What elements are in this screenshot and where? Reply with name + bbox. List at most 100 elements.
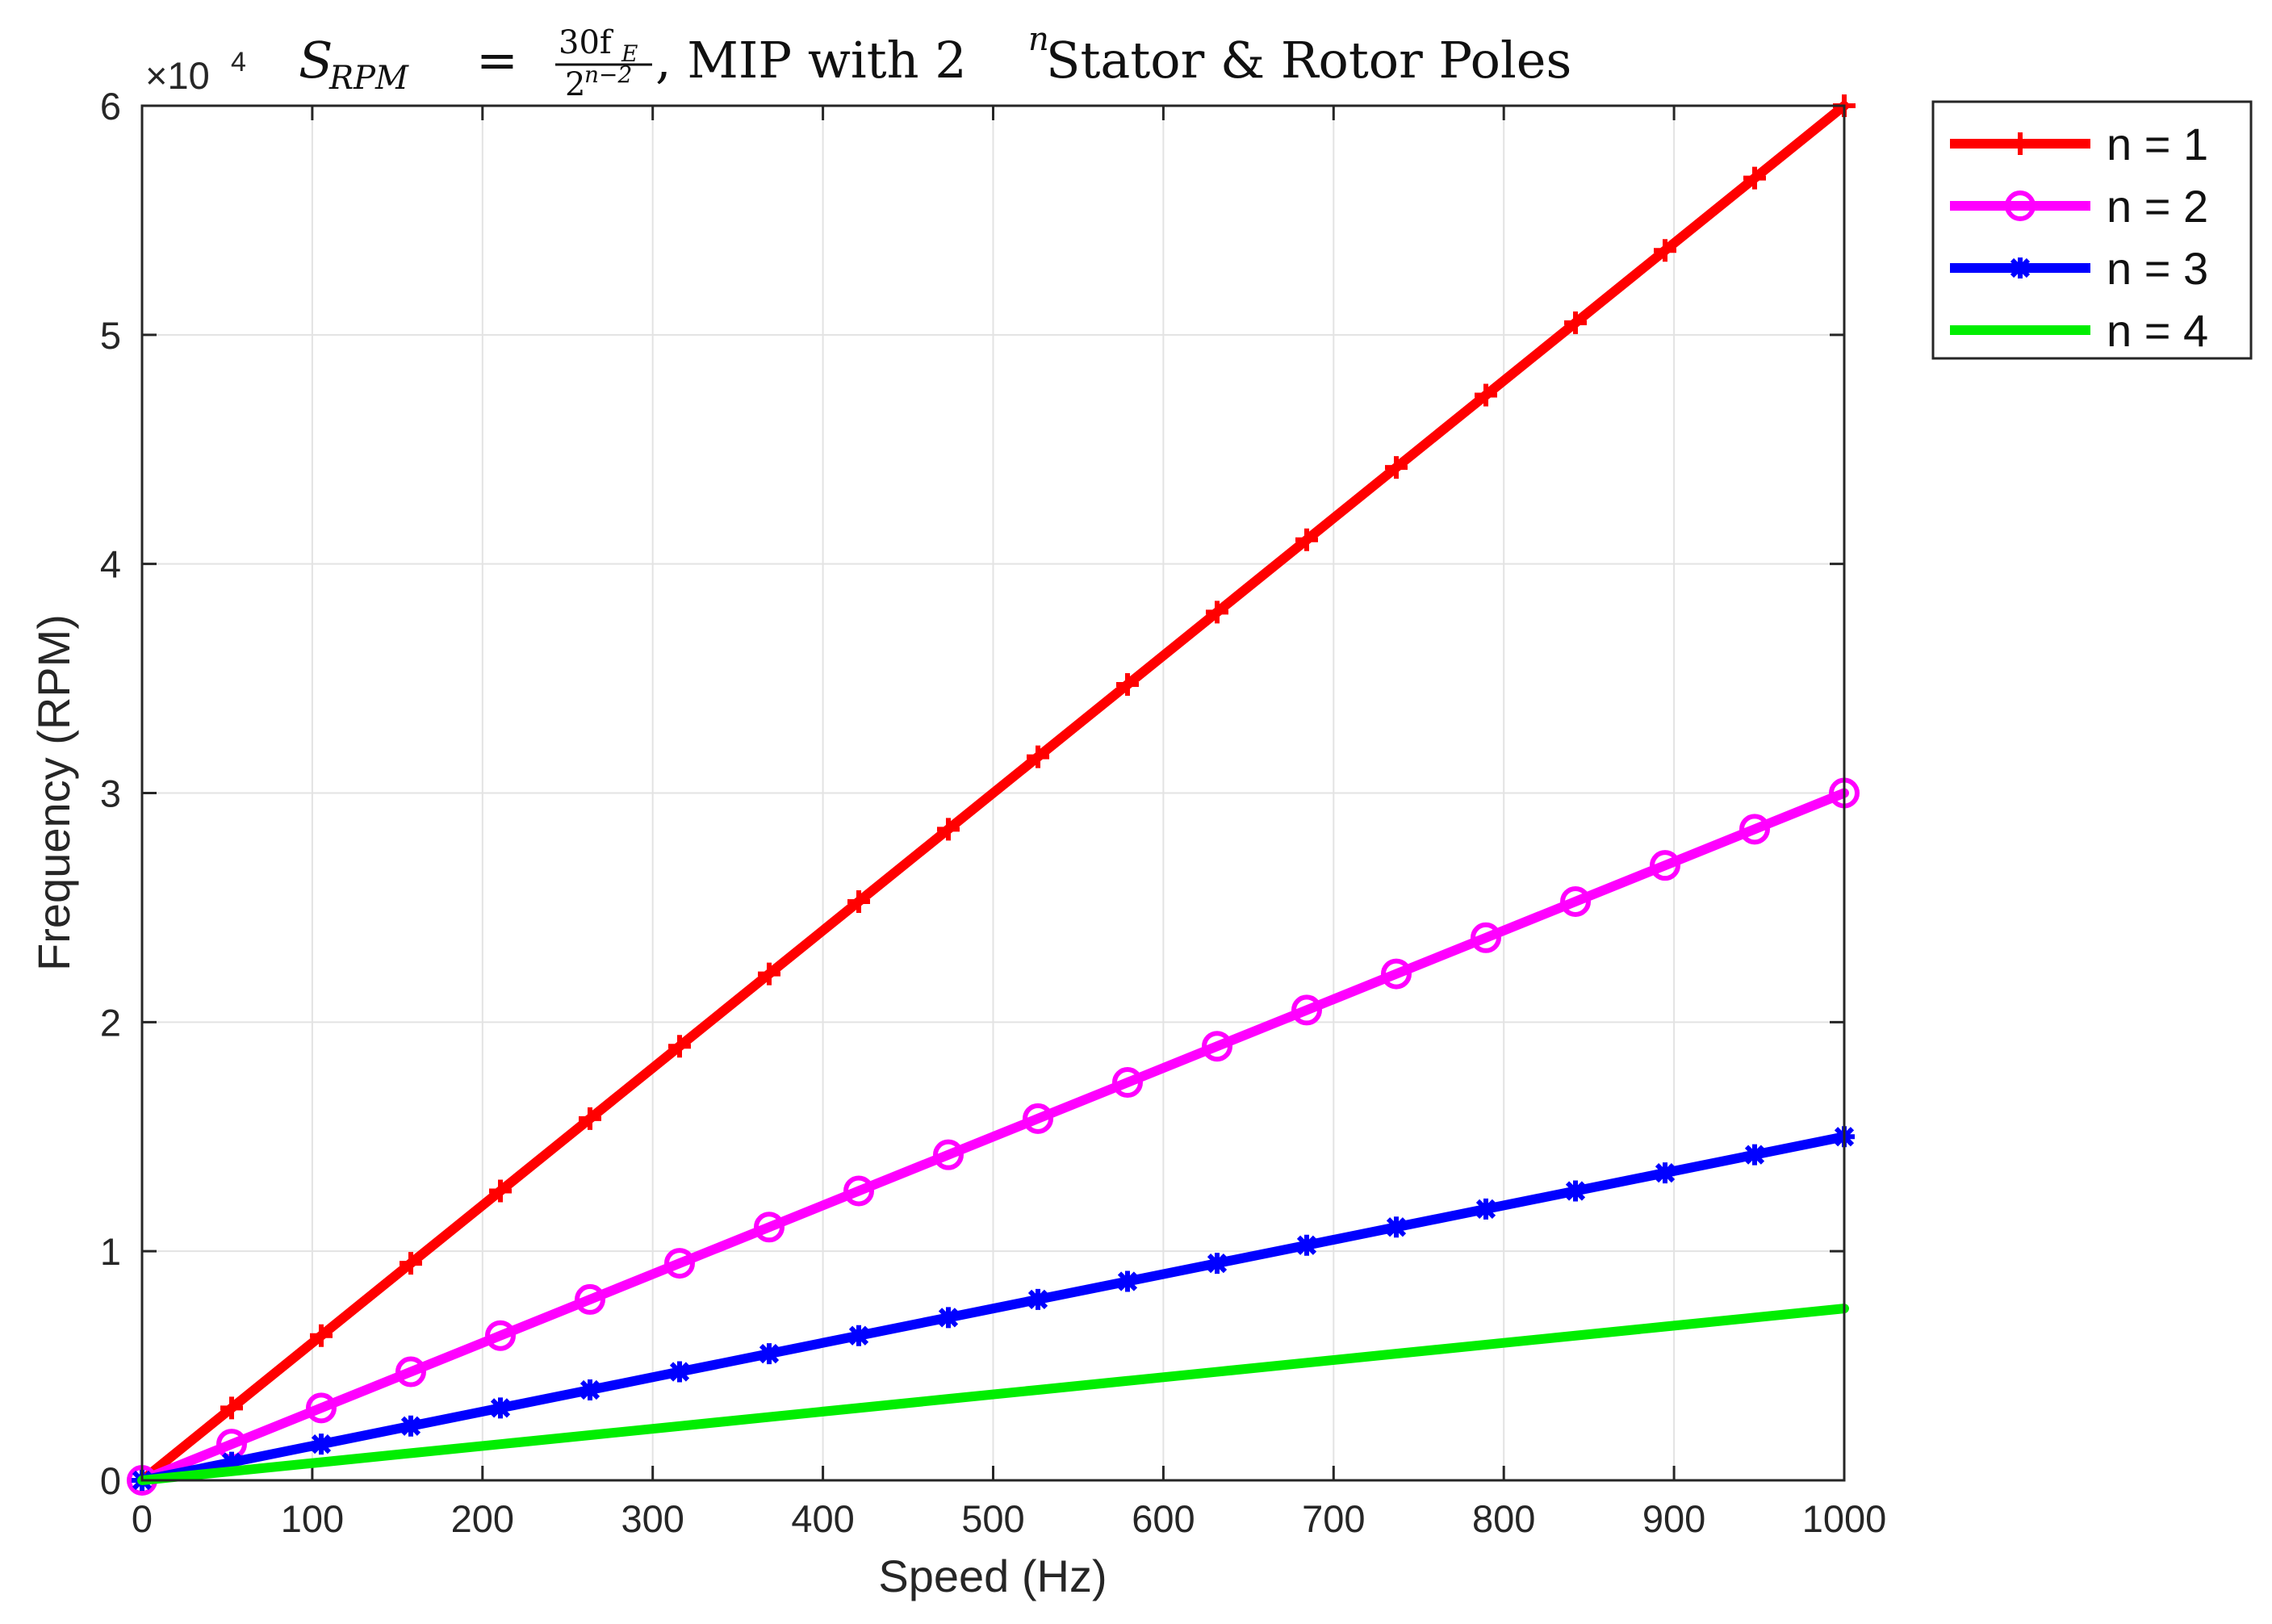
data-point-marker: [753, 1212, 785, 1243]
data-point-marker: [400, 1415, 421, 1437]
data-point-marker: [309, 1324, 333, 1347]
x-axis-label: Speed (Hz): [878, 1551, 1107, 1601]
y-tick-label: 4: [100, 543, 121, 586]
x-tick-label: 200: [451, 1497, 514, 1540]
data-point-marker: [1565, 1180, 1587, 1202]
data-point-marker: [1386, 1216, 1407, 1238]
data-point-marker: [1206, 601, 1228, 624]
y-axis-label: Frequency (RPM): [28, 614, 79, 971]
y-tick-label: 1: [100, 1230, 121, 1273]
x-tick-label: 300: [621, 1497, 684, 1540]
data-point-marker: [1116, 673, 1140, 697]
x-tick-label: 900: [1642, 1497, 1705, 1540]
data-point-marker: [757, 962, 780, 986]
data-point-marker: [758, 1343, 780, 1365]
data-point-marker: [580, 1379, 601, 1400]
data-point-marker: [220, 1451, 242, 1473]
data-point-marker: [1027, 1288, 1049, 1310]
data-point-marker: [489, 1179, 513, 1203]
data-point-marker: [668, 1035, 692, 1058]
series-line: [137, 1304, 1849, 1485]
data-point-marker: [1385, 456, 1408, 479]
title-numerator-subscript: E: [621, 40, 638, 67]
data-point-marker: [305, 1392, 337, 1424]
data-point-marker: [937, 1307, 959, 1329]
data-point-marker: [1739, 814, 1771, 845]
data-point-marker: [1564, 311, 1588, 334]
data-point-marker: [1655, 1162, 1676, 1184]
plot-frame: [140, 104, 1846, 1482]
data-point-marker: [1743, 166, 1766, 190]
data-point-marker: [1023, 1103, 1054, 1134]
legend-marker: [2009, 132, 2031, 155]
data-point-marker: [664, 1248, 696, 1279]
data-point-marker: [1650, 850, 1681, 881]
y-tick-label: 2: [100, 1001, 121, 1044]
x-tick-label: 400: [791, 1497, 854, 1540]
data-point-marker: [932, 1139, 964, 1170]
series-line: [137, 101, 1849, 1485]
data-point-marker: [490, 1397, 512, 1419]
data-point-marker: [847, 1325, 869, 1346]
x-tick-label: 600: [1132, 1497, 1195, 1540]
y-tick-label: 3: [100, 772, 121, 815]
data-point-marker: [1207, 1253, 1228, 1275]
legend-label: n = 2: [2107, 181, 2208, 232]
data-point-marker: [1380, 958, 1412, 990]
x-tick-label: 700: [1302, 1497, 1365, 1540]
title-rest: , MIP with 2: [655, 31, 967, 90]
data-point-marker: [669, 1361, 691, 1383]
y-exponent-label: ×10: [145, 54, 210, 97]
legend-entry: n = 2: [1950, 181, 2208, 232]
series-4: [137, 1304, 1849, 1485]
title-lhs-subscript: RPM: [328, 60, 409, 97]
title-numerator: 30f: [559, 24, 614, 61]
data-point-marker: [1470, 922, 1501, 953]
legend-marker: [2010, 257, 2031, 278]
legend-label: n = 1: [2107, 119, 2208, 170]
title-lhs: S: [299, 31, 333, 90]
data-point-marker: [1112, 1067, 1144, 1099]
y-tick-label: 5: [100, 314, 121, 357]
x-tick-label: 100: [281, 1497, 344, 1540]
series-line: [137, 1132, 1849, 1485]
axis-ticks: 0 100 200 300 400 500 600 700 800 900 1000 0 1 2 3 4 5 6: [100, 85, 1886, 1540]
title-rest-tail: Stator & Rotor Poles: [1046, 31, 1571, 90]
data-point-marker: [1295, 528, 1318, 551]
data-point-marker: [1296, 1234, 1317, 1256]
legend-label: n = 3: [2107, 243, 2208, 294]
title-equals: =: [476, 31, 518, 90]
y-tick-label: 0: [100, 1459, 121, 1502]
legend-label: n = 4: [2107, 305, 2208, 356]
data-point-marker: [575, 1283, 606, 1315]
data-point-marker: [1654, 239, 1677, 262]
data-point-marker: [395, 1356, 426, 1388]
data-point-marker: [1475, 1198, 1496, 1220]
x-tick-label: 500: [961, 1497, 1024, 1540]
data-point-marker: [1744, 1144, 1765, 1166]
x-tick-label: 1000: [1802, 1497, 1887, 1540]
series-1: [131, 94, 1856, 1492]
title-denominator-superscript: n−2: [584, 61, 632, 88]
data-point-marker: [485, 1320, 517, 1351]
data-point-marker: [1291, 994, 1322, 1026]
y-tick-label: 6: [100, 85, 121, 128]
data-point-marker: [1474, 383, 1497, 407]
legend-marker: [2005, 190, 2036, 221]
data-point-marker: [1117, 1270, 1139, 1292]
title-rest-superscript: n: [1028, 21, 1049, 58]
data-point-marker: [1202, 1031, 1233, 1062]
title-denominator: 2: [565, 66, 585, 103]
chart-title: S RPM = 30f E 2 n−2 , MIP with 2 n Stato…: [299, 21, 1571, 103]
legend-entry: n = 3: [1950, 243, 2208, 294]
data-point-marker: [1027, 745, 1050, 768]
data-point-marker: [220, 1396, 243, 1420]
legend: n = 1 n = 2 n = 3 n = 4: [1931, 100, 2253, 360]
data-point-marker: [936, 818, 960, 841]
data-point-marker: [399, 1252, 422, 1275]
data-point-marker: [843, 1175, 874, 1207]
data-point-marker: [1560, 885, 1592, 917]
x-tick-label: 0: [132, 1497, 153, 1540]
data-point-marker: [579, 1107, 602, 1130]
